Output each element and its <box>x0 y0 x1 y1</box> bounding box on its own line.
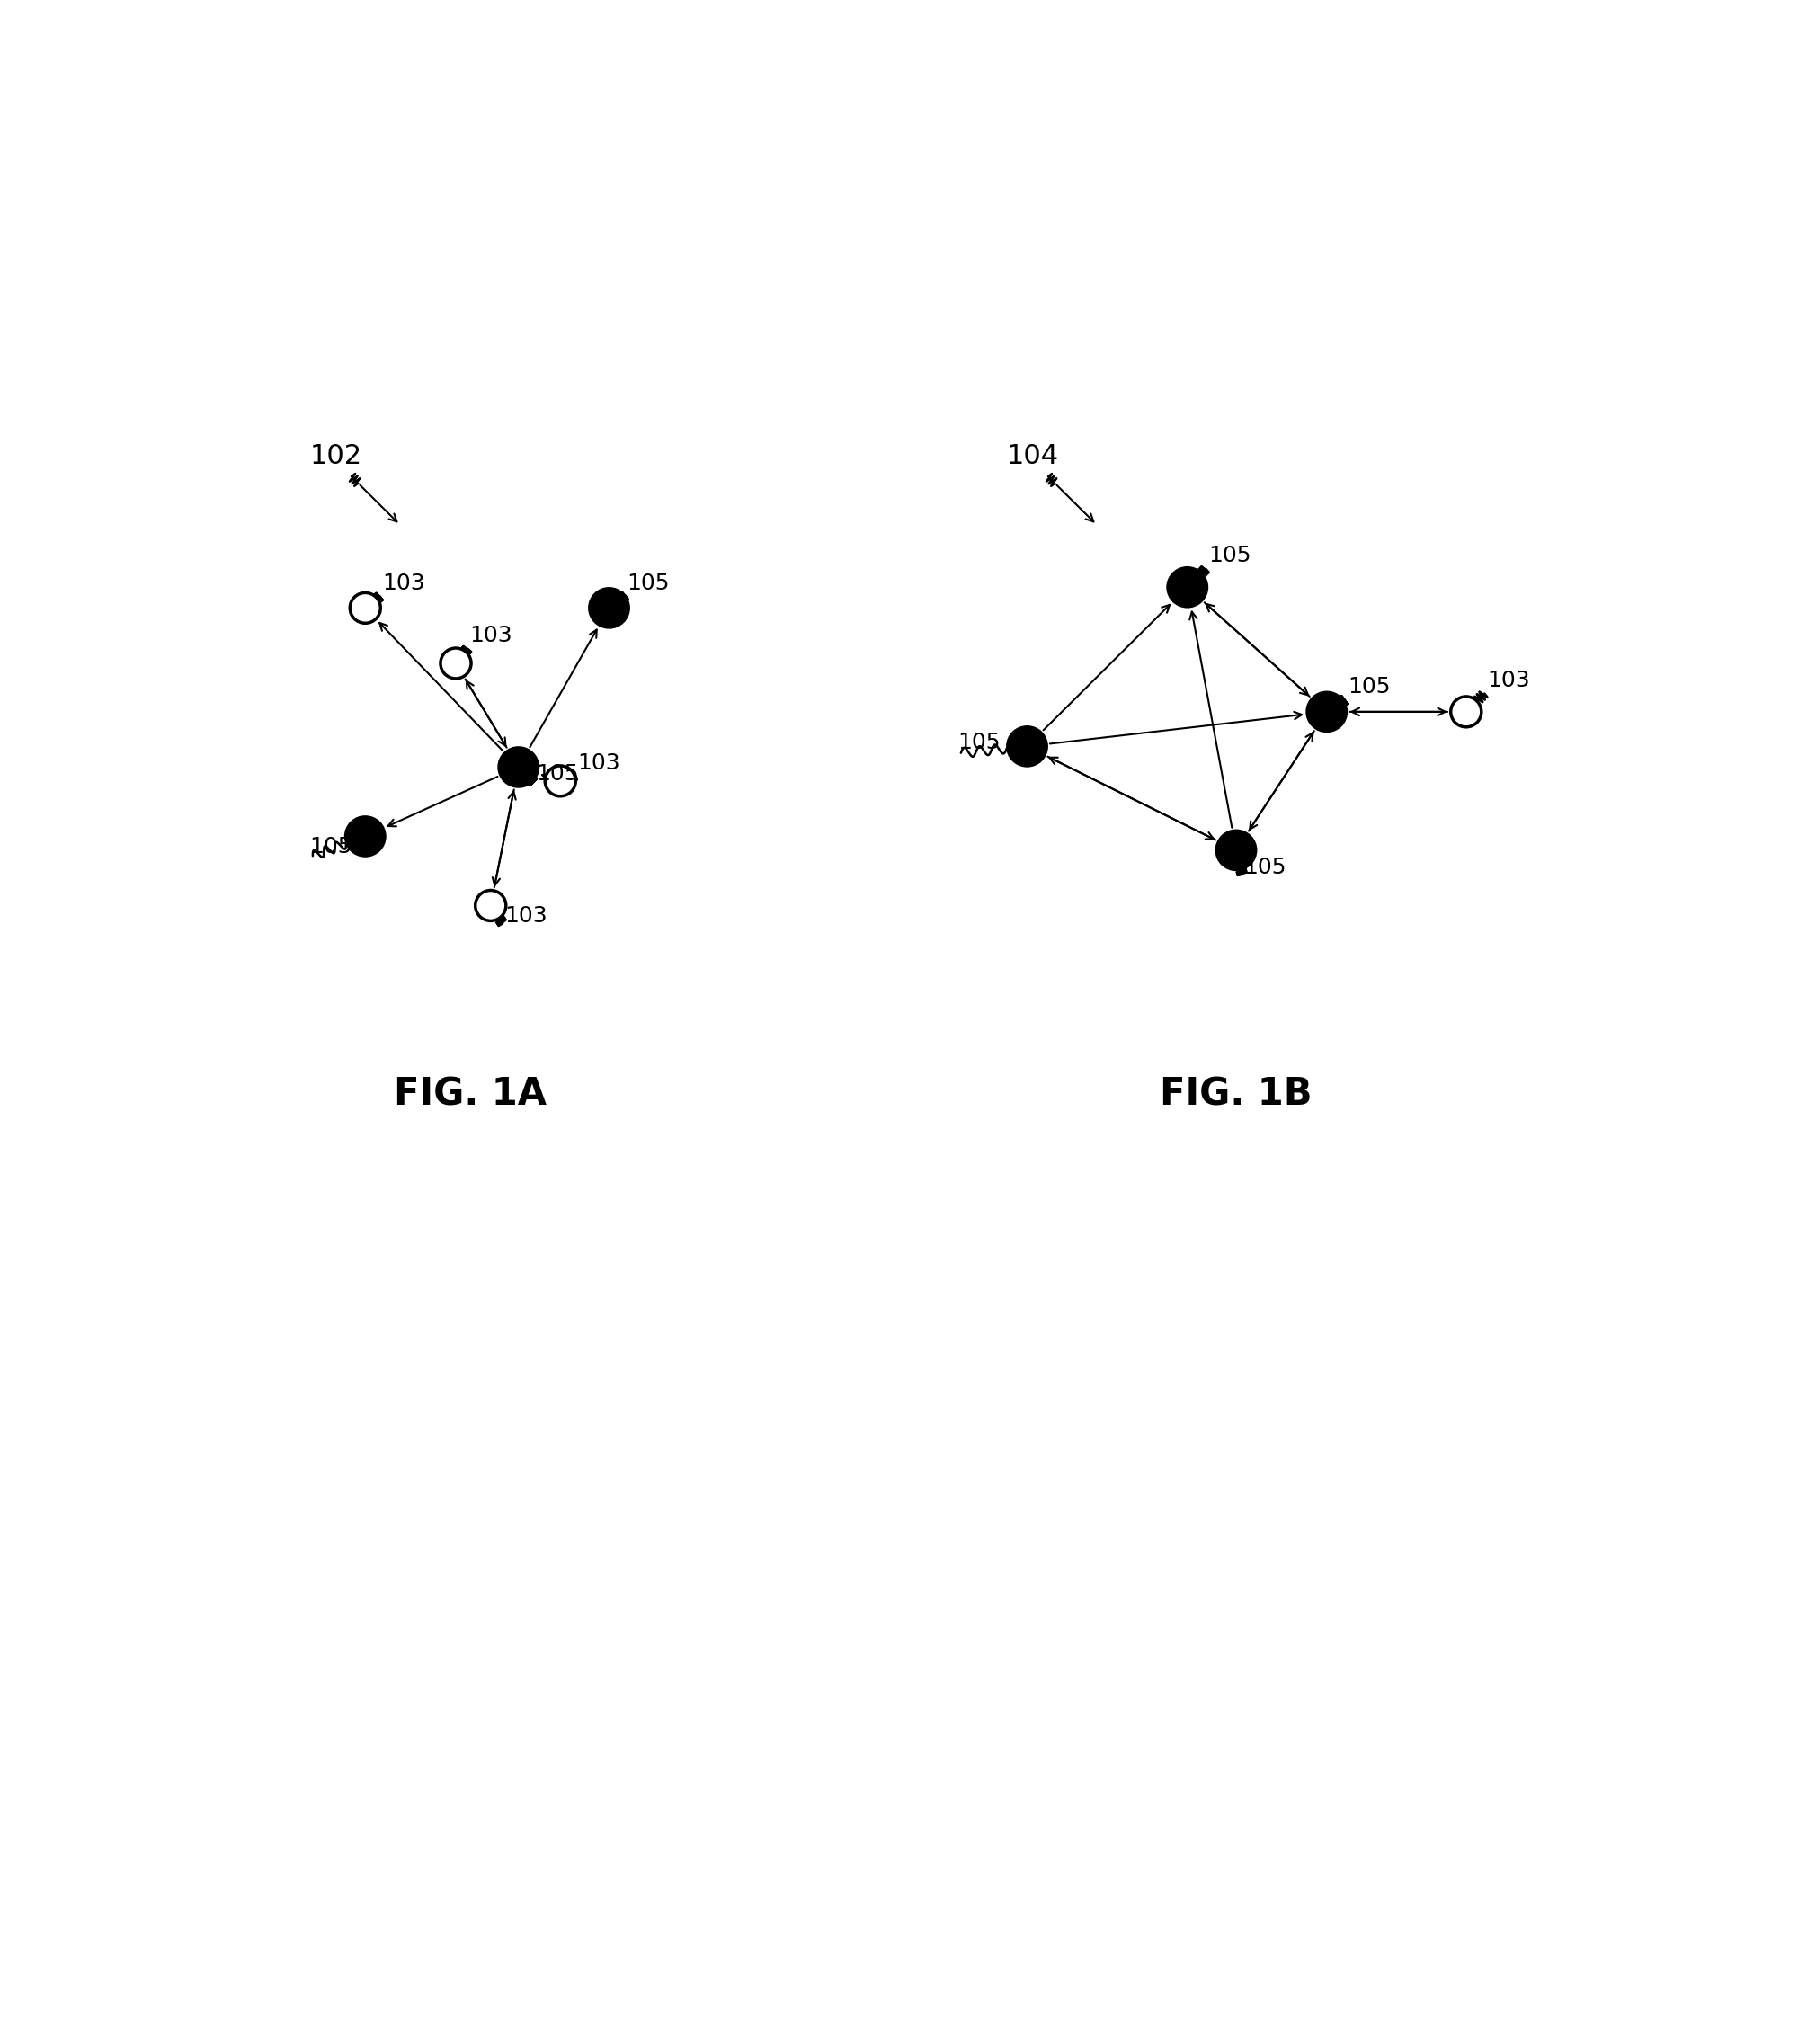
Text: 105: 105 <box>958 732 999 754</box>
Text: FIG. 1B: FIG. 1B <box>1160 1075 1312 1114</box>
Text: 105: 105 <box>627 572 669 595</box>
Text: 103: 103 <box>1487 670 1531 691</box>
Circle shape <box>1167 568 1207 607</box>
Text: 103: 103 <box>578 752 620 775</box>
Text: 105: 105 <box>1243 856 1287 877</box>
Circle shape <box>499 748 538 787</box>
Circle shape <box>1008 728 1046 766</box>
Text: 104: 104 <box>1006 444 1059 470</box>
Text: 103: 103 <box>383 572 425 595</box>
Text: 103: 103 <box>504 905 548 926</box>
Text: 102: 102 <box>309 444 361 470</box>
Circle shape <box>475 891 506 920</box>
Circle shape <box>345 818 385 856</box>
Text: 105: 105 <box>1348 677 1390 697</box>
Circle shape <box>1306 693 1346 732</box>
Circle shape <box>546 766 576 797</box>
Circle shape <box>351 593 381 623</box>
Circle shape <box>589 589 629 628</box>
Text: 105: 105 <box>309 836 352 856</box>
Circle shape <box>441 648 472 679</box>
Circle shape <box>1451 697 1482 728</box>
Text: 103: 103 <box>470 625 513 646</box>
Text: 105: 105 <box>1209 546 1250 566</box>
Circle shape <box>1216 830 1256 869</box>
Text: FIG. 1A: FIG. 1A <box>394 1075 546 1114</box>
Text: 105: 105 <box>537 762 578 785</box>
